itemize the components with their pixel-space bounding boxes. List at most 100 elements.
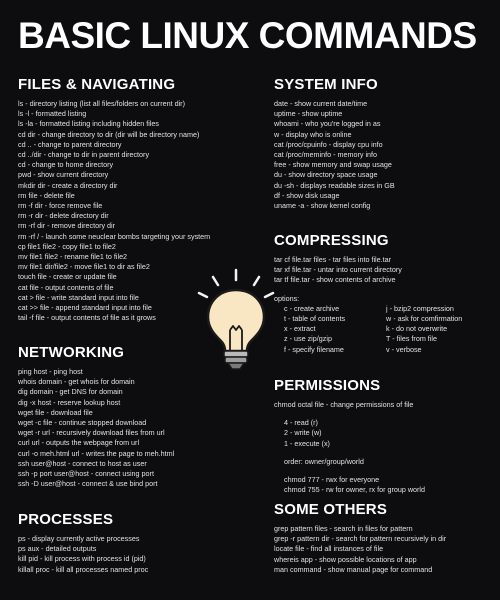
- list-item: cp file1 file2 - copy file1 to file2: [18, 241, 116, 251]
- list-item: dig domain - get DNS for domain: [18, 387, 123, 397]
- list-item: ssh -p port user@host - connect using po…: [18, 469, 154, 479]
- list-item: cat file - output contents of file: [18, 282, 114, 292]
- bulb-tip: [226, 362, 246, 370]
- option-item: f - specify filename: [284, 344, 344, 354]
- option-item: v - verbose: [386, 344, 422, 354]
- option-item: w - ask for comfirmation: [386, 314, 463, 324]
- option-item: k - do not overwrite: [386, 324, 448, 334]
- list-item: ls - directory listing (list all files/f…: [18, 99, 185, 108]
- permissions-intro: chmod octal file - change permissions of…: [274, 400, 414, 409]
- list-item: cd dir - change directory to dir (dir wi…: [18, 129, 200, 139]
- list-item: date - show current date/time: [274, 99, 368, 108]
- processes-section: PROCESSES ps - display currently active …: [18, 511, 148, 575]
- list-item: cat > file - write standard input into f…: [18, 292, 139, 302]
- list-item: du -sh - displays readable sizes in GB: [274, 180, 395, 190]
- list-item: ps aux - detailed outputs: [18, 544, 97, 554]
- ray-line: [252, 275, 261, 287]
- others-list: grep pattern files - search in files for…: [274, 524, 446, 575]
- others-section: SOME OTHERS grep pattern files - search …: [274, 501, 446, 575]
- files-section: FILES & NAVIGATING ls - directory listin…: [18, 76, 210, 323]
- list-item: df - show disk usage: [274, 190, 340, 200]
- ray-line: [211, 275, 220, 287]
- lightbulb-icon: [197, 268, 275, 370]
- option-item: T - files from file: [386, 334, 437, 344]
- processes-heading: PROCESSES: [18, 511, 114, 528]
- list-item: whereis app - show possible locations of…: [274, 554, 417, 564]
- list-item: ping host - ping host: [18, 367, 83, 376]
- processes-list: ps - display currently active processes …: [18, 534, 148, 575]
- list-item: pwd - show current directory: [18, 170, 109, 180]
- list-item: curl url - outputs the webpage from url: [18, 438, 140, 448]
- sysinfo-heading: SYSTEM INFO: [274, 76, 378, 93]
- bulb-glass: [206, 288, 266, 353]
- list-item: locate file - find all instances of file: [274, 544, 384, 554]
- bulb-base-ring: [224, 356, 248, 364]
- list-item: tar tf file.tar - show contents of archi…: [274, 275, 396, 285]
- sysinfo-section: SYSTEM INFO date - show current date/tim…: [274, 76, 395, 211]
- compressing-heading: COMPRESSING: [274, 232, 389, 249]
- list-item: dig -x host - reserve lookup host: [18, 397, 121, 407]
- list-item: du - show directory space usage: [274, 170, 378, 180]
- list-item: ls -la - formatted listing including hid…: [18, 119, 160, 129]
- option-item: c - create archive: [284, 303, 340, 313]
- compressing-section: COMPRESSING tar cf file.tar files - tar …: [274, 232, 496, 355]
- option-item: j - bzip2 compression: [386, 303, 454, 313]
- permission-value: 4 - read (r): [284, 418, 318, 428]
- permissions-list: chmod octal file - change permissions of…: [274, 400, 425, 495]
- compressing-list: tar cf file.tar files - tar files into f…: [274, 255, 496, 304]
- files-list: ls - directory listing (list all files/f…: [18, 99, 210, 323]
- options-label: options:: [274, 293, 300, 303]
- list-item: cd - change to home directory: [18, 160, 114, 170]
- list-item: grep -r pattern dir - search for pattern…: [274, 534, 447, 544]
- list-item: grep pattern files - search in files for…: [274, 524, 413, 533]
- list-item: mkdir dir - create a directory dir: [18, 180, 118, 190]
- list-item: ps - display currently active processes: [18, 534, 140, 543]
- list-item: cat /proc/meminfo - memory info: [274, 150, 378, 160]
- networking-section: NETWORKING ping host - ping host whois d…: [18, 344, 174, 489]
- list-item: wget -c file - continue stopped download: [18, 418, 147, 428]
- list-item: cat >> file - append standard input into…: [18, 303, 152, 313]
- list-item: killall proc - kill all processes named …: [18, 564, 149, 574]
- permission-order: order: owner/group/world: [284, 456, 364, 466]
- list-item: uptime - show uptime: [274, 109, 343, 119]
- list-item: rm -r dir - delete directory dir: [18, 211, 109, 221]
- list-item: mv file1 dir/file2 - move file1 to dir a…: [18, 262, 150, 272]
- permissions-section: PERMISSIONS chmod octal file - change pe…: [274, 377, 425, 495]
- list-item: cd ../dir - change to dir in parent dire…: [18, 150, 150, 160]
- permission-value: 2 - write (w): [284, 428, 322, 438]
- list-item: curl -o meh.html url - writes the page t…: [18, 448, 175, 458]
- permission-value: 1 - execute (x): [284, 438, 330, 448]
- bulb-base-ring: [223, 350, 249, 358]
- networking-heading: NETWORKING: [18, 344, 125, 361]
- list-item: uname -a - show kernel config: [274, 201, 371, 211]
- list-item: rm -rf dir - remove directory dir: [18, 221, 116, 231]
- list-item: wget file - download file: [18, 407, 93, 417]
- permission-example: chmod 777 - rwx for everyone: [284, 475, 380, 485]
- list-item: whoami - who you're logged in as: [274, 119, 381, 129]
- option-item: x - extract: [284, 324, 316, 334]
- option-item: t - table of contents: [284, 314, 346, 324]
- list-item: wget -r url - recursively download files…: [18, 428, 165, 438]
- list-item: cat /proc/cpuinfo - display cpu info: [274, 139, 383, 149]
- option-item: z - use zip/gzip: [284, 334, 332, 344]
- list-item: man command - show manual page for comma…: [274, 564, 433, 574]
- list-item: cd .. - change to parent directory: [18, 139, 122, 149]
- list-item: ls -l - formatted listing: [18, 109, 87, 119]
- list-item: rm -rf / - launch some neuclear bombs ta…: [18, 231, 211, 241]
- list-item: mv file1 file2 - rename file1 to file2: [18, 252, 128, 262]
- list-item: w - display who is online: [274, 129, 352, 139]
- list-item: rm -f dir - force remove file: [18, 201, 103, 211]
- list-item: tail -f file - output contents of file a…: [18, 313, 156, 323]
- sysinfo-list: date - show current date/time uptime - s…: [274, 99, 395, 211]
- others-heading: SOME OTHERS: [274, 501, 388, 518]
- list-item: rm file - delete file: [18, 190, 75, 200]
- permission-example: chmod 755 - rw for owner, rx for group w…: [284, 485, 426, 495]
- networking-list: ping host - ping host whois domain - get…: [18, 367, 174, 489]
- page-title: BASIC LINUX COMMANDS: [18, 15, 477, 56]
- list-item: touch file - create or update file: [18, 272, 117, 282]
- list-item: ssh user@host - connect to host as user: [18, 458, 147, 468]
- list-item: free - show memory and swap usage: [274, 160, 392, 170]
- compress-options: c - create archive j - bzip2 compression…: [274, 304, 496, 355]
- list-item: kill pid - kill process with process id …: [18, 554, 146, 564]
- list-item: tar cf file.tar files - tar files into f…: [274, 255, 392, 264]
